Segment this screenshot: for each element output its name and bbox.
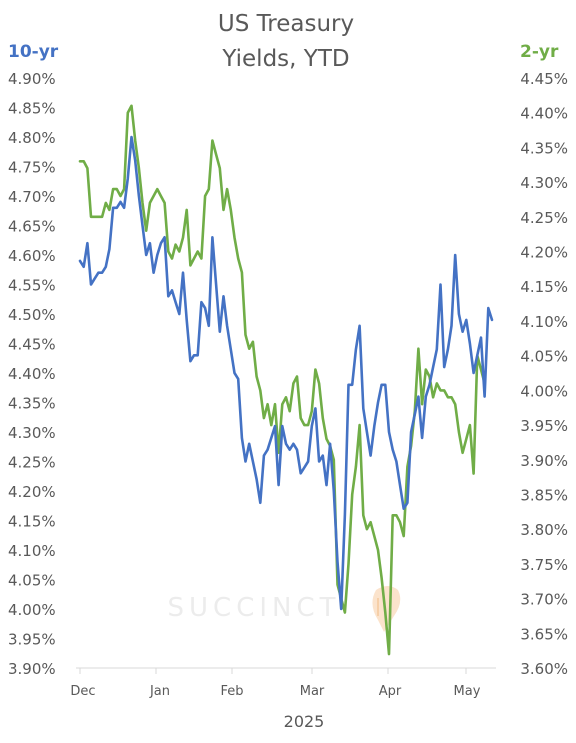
right-tick-label: 4.15% [520, 278, 568, 296]
left-tick-label: 4.75% [8, 159, 56, 177]
right-axis-label: 2-yr [520, 42, 559, 62]
chart-title-line2: Yields, YTD [221, 46, 349, 72]
left-tick-label: 4.85% [8, 100, 56, 118]
right-tick-label: 3.70% [520, 591, 568, 609]
left-axis-label: 10-yr [8, 42, 59, 62]
series-line-10-yr [78, 135, 494, 611]
right-tick-label: 3.95% [520, 417, 568, 435]
left-tick-label: 4.65% [8, 218, 56, 236]
left-axis-ticks: 4.90% 4.85% 4.80% 4.75% 4.70% 4.65% 4.60% 4.55%… [8, 70, 56, 678]
x-axis-ticks: Dec Jan Feb Mar Apr May [70, 668, 481, 699]
x-tick-label: Jan [149, 684, 170, 699]
x-tick-label: Mar [300, 684, 325, 699]
left-tick-label: 4.45% [8, 336, 56, 354]
left-tick-label: 4.90% [8, 70, 56, 88]
left-tick-label: 4.50% [8, 306, 56, 324]
x-tick-label: Feb [220, 684, 243, 699]
left-tick-label: 4.20% [8, 483, 56, 501]
series-lines [78, 104, 494, 656]
right-tick-label: 4.25% [520, 209, 568, 227]
x-tick-label: May [454, 684, 481, 699]
left-tick-label: 4.10% [8, 542, 56, 560]
right-axis-ticks: 4.45% 4.40% 4.35% 4.30% 4.25% 4.20% 4.15% 4.10%… [520, 70, 568, 678]
right-tick-label: 3.80% [520, 521, 568, 539]
right-tick-label: 4.00% [520, 382, 568, 400]
right-tick-label: 3.60% [520, 660, 568, 678]
left-tick-label: 4.00% [8, 601, 56, 619]
series-line-2-yr [78, 104, 486, 656]
left-tick-label: 4.15% [8, 513, 56, 531]
x-tick-label: Apr [379, 684, 402, 699]
x-axis-label: 2025 [284, 712, 325, 731]
right-tick-label: 4.10% [520, 313, 568, 331]
right-tick-label: 3.90% [520, 452, 568, 470]
left-tick-label: 4.05% [8, 572, 56, 590]
left-tick-label: 4.60% [8, 247, 56, 265]
left-tick-label: 4.55% [8, 277, 56, 295]
right-tick-label: 4.40% [520, 105, 568, 123]
right-tick-label: 3.65% [520, 625, 568, 643]
left-tick-label: 4.40% [8, 365, 56, 383]
right-tick-label: 3.85% [520, 486, 568, 504]
x-tick-label: Dec [70, 684, 95, 699]
right-tick-label: 3.75% [520, 556, 568, 574]
left-tick-label: 4.35% [8, 395, 56, 413]
right-tick-label: 4.05% [520, 348, 568, 366]
right-tick-label: 4.30% [520, 174, 568, 192]
left-tick-label: 4.25% [8, 454, 56, 472]
left-tick-label: 3.95% [8, 631, 56, 649]
chart-title-line1: US Treasury [218, 11, 354, 37]
right-tick-label: 4.20% [520, 244, 568, 262]
watermark-logo [372, 586, 401, 632]
left-tick-label: 4.80% [8, 129, 56, 147]
left-tick-label: 4.70% [8, 188, 56, 206]
left-tick-label: 4.30% [8, 424, 56, 442]
left-tick-label: 3.90% [8, 660, 56, 678]
right-tick-label: 4.35% [520, 139, 568, 157]
watermark: SUCCINCT [168, 593, 341, 623]
right-tick-label: 4.45% [520, 70, 568, 88]
